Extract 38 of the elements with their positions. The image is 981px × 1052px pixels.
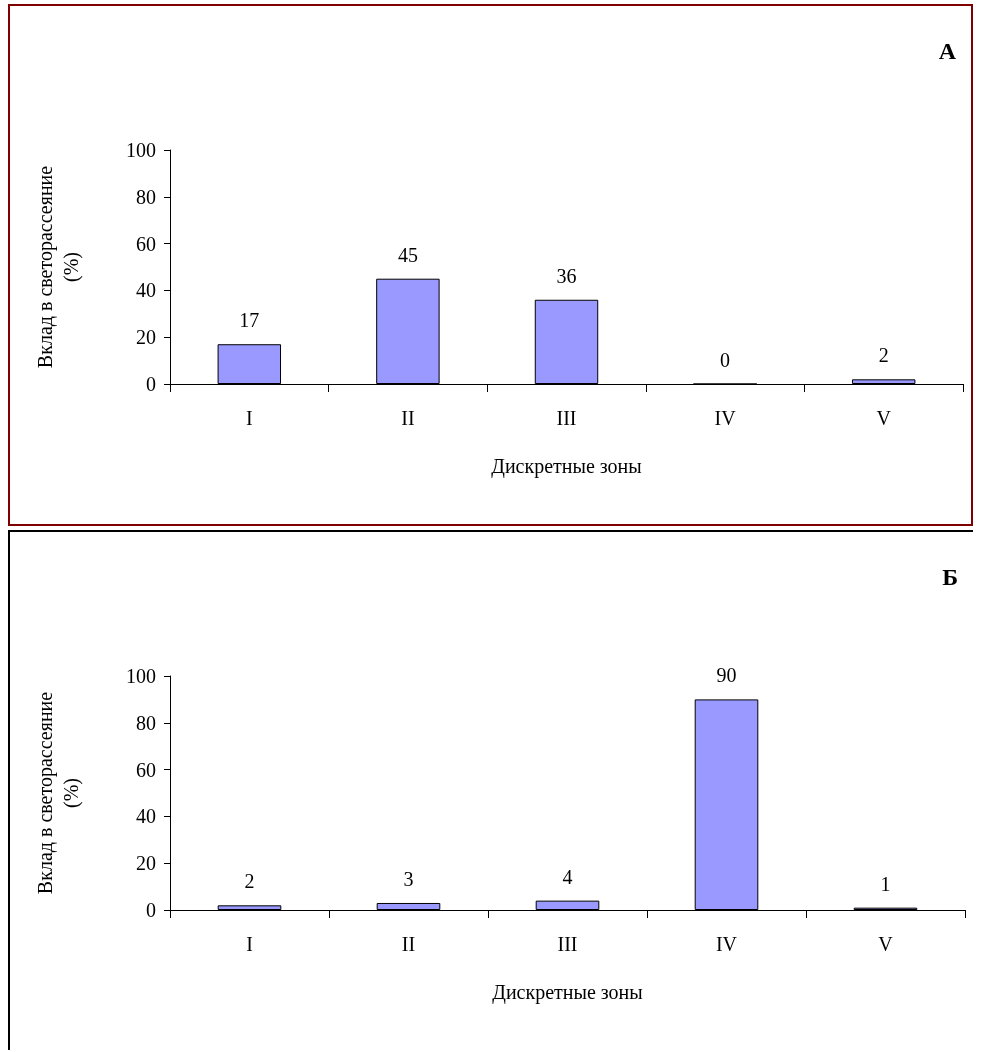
x-tick-label: I bbox=[246, 933, 253, 955]
y-tick-label: 40 bbox=[136, 805, 156, 828]
x-tick-label: IV bbox=[715, 933, 738, 955]
y-tick-label: 60 bbox=[136, 758, 156, 781]
x-axis-title: Дискретные зоны bbox=[492, 981, 643, 1004]
y-axis-title: Вклад в светорассеяние (%) bbox=[34, 691, 83, 895]
data-label: 90 bbox=[716, 664, 737, 687]
x-axis-title: Дискретные зоны bbox=[491, 455, 642, 478]
y-tick-label: 20 bbox=[136, 852, 156, 875]
data-label: 36 bbox=[556, 264, 577, 287]
y-tick-label: 80 bbox=[136, 185, 156, 208]
x-tick-label: III bbox=[556, 407, 577, 429]
x-tick-label: III bbox=[557, 933, 578, 955]
data-label: 1 bbox=[880, 872, 891, 895]
data-label: 4 bbox=[562, 865, 573, 888]
data-label: 2 bbox=[878, 344, 889, 367]
data-label: 2 bbox=[244, 870, 255, 893]
y-tick-label: 20 bbox=[136, 326, 156, 349]
y-tick-label: 100 bbox=[126, 139, 156, 161]
y-tick-label: 100 bbox=[126, 665, 156, 687]
chart-title: А bbox=[938, 38, 957, 64]
data-label: 0 bbox=[720, 348, 731, 371]
data-label: 3 bbox=[403, 867, 414, 890]
y-tick-label: 60 bbox=[136, 232, 156, 255]
chart-title: Б bbox=[942, 564, 959, 590]
x-tick-label: V bbox=[878, 933, 894, 955]
x-tick-label: V bbox=[876, 407, 892, 429]
y-tick-label: 0 bbox=[146, 373, 156, 395]
y-tick-label: 0 bbox=[146, 899, 156, 921]
y-axis-title: Вклад в светорассеяние (%) bbox=[34, 165, 83, 369]
data-label: 45 bbox=[397, 243, 418, 266]
x-tick-label: II bbox=[401, 407, 415, 429]
x-tick-label: II bbox=[401, 933, 416, 955]
y-tick-label: 40 bbox=[136, 279, 156, 302]
x-tick-label: IV bbox=[714, 407, 737, 429]
y-tick-label: 80 bbox=[136, 711, 156, 734]
data-label: 17 bbox=[239, 309, 260, 332]
x-tick-label: I bbox=[245, 407, 253, 429]
